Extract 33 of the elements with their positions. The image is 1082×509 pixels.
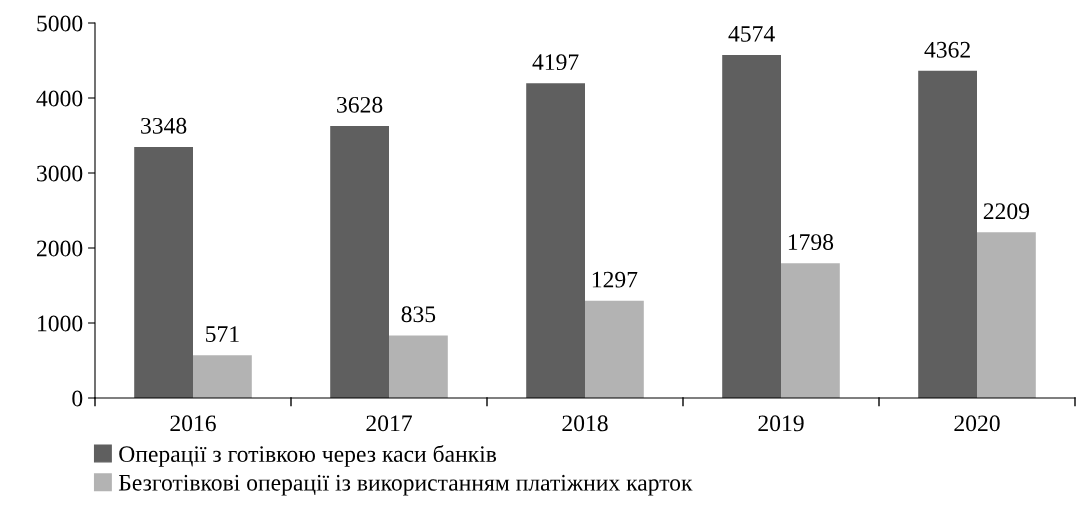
bar: [389, 335, 448, 398]
data-label: 1798: [788, 234, 834, 251]
y-tick-label: 5000: [37, 15, 83, 32]
data-label: 4362: [924, 41, 970, 58]
data-label: 835: [401, 306, 436, 323]
data-label: 1297: [592, 271, 638, 288]
bar: [781, 263, 840, 398]
x-tick-label: 2020: [954, 415, 1000, 432]
data-label: 4574: [728, 26, 775, 42]
data-label: 2209: [983, 203, 1030, 220]
x-tick-label: 2016: [170, 415, 216, 432]
y-tick-label: 2000: [37, 240, 83, 257]
x-tick-label: 2017: [366, 415, 412, 432]
legend-label: Операції з готівкою через каси банків: [119, 444, 497, 467]
data-label: 4197: [532, 54, 579, 71]
data-label: 3628: [337, 96, 383, 113]
x-tick-label: 2019: [758, 415, 804, 432]
data-label: 571: [206, 326, 239, 343]
x-tick-label: 2018: [562, 415, 608, 432]
bar: [134, 146, 193, 398]
bar: [526, 83, 585, 398]
y-tick-label: 1000: [38, 315, 83, 332]
y-tick-label: 4000: [36, 90, 83, 107]
y-tick-label: 3000: [37, 165, 83, 182]
y-tick-label: 0: [72, 390, 83, 407]
bar: [193, 355, 252, 398]
bar: [977, 232, 1036, 398]
legend-label: Безготівкові операції із використанням платіжних карток: [118, 474, 693, 496]
bar: [585, 300, 644, 398]
bar: [722, 54, 781, 398]
bar: [330, 125, 389, 398]
bar: [918, 70, 977, 398]
data-label: 3348: [141, 117, 187, 134]
